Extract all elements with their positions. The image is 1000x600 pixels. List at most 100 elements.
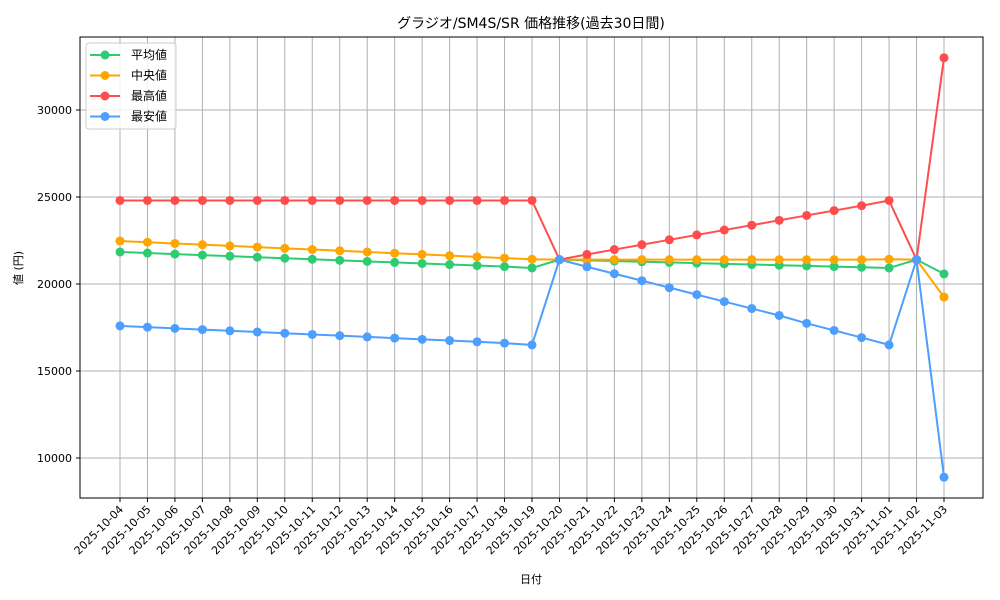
data-point xyxy=(774,215,784,225)
y-tick-label: 30000 xyxy=(37,104,72,117)
data-point xyxy=(582,262,592,272)
data-point xyxy=(747,255,757,265)
data-point xyxy=(939,472,949,482)
data-point xyxy=(664,255,674,265)
data-point xyxy=(445,260,455,270)
data-point xyxy=(445,195,455,205)
data-point xyxy=(362,332,372,342)
data-point xyxy=(719,255,729,265)
data-point xyxy=(747,220,757,230)
data-point xyxy=(115,321,125,331)
data-point xyxy=(692,290,702,300)
data-point xyxy=(335,195,345,205)
data-point xyxy=(637,276,647,286)
legend-marker-icon xyxy=(100,91,110,101)
data-point xyxy=(362,195,372,205)
data-point xyxy=(719,297,729,307)
data-point xyxy=(912,255,922,265)
data-point xyxy=(390,333,400,343)
data-point xyxy=(472,252,482,262)
series-line xyxy=(115,53,949,265)
legend-marker-icon xyxy=(100,71,110,80)
data-point xyxy=(362,256,372,266)
y-tick-label: 15000 xyxy=(37,365,72,378)
data-point xyxy=(884,254,894,264)
data-point xyxy=(829,325,839,335)
data-point xyxy=(472,195,482,205)
data-point xyxy=(884,340,894,350)
data-point xyxy=(802,318,812,328)
data-point xyxy=(417,334,427,344)
data-point xyxy=(252,195,262,205)
data-point xyxy=(307,195,317,205)
data-point xyxy=(225,195,235,205)
data-point xyxy=(142,237,152,247)
data-point xyxy=(939,292,949,302)
data-point xyxy=(802,210,812,220)
data-point xyxy=(664,283,674,293)
data-point xyxy=(170,249,180,259)
legend-item: 最高値 xyxy=(90,88,167,103)
series-line xyxy=(115,255,949,482)
data-point xyxy=(554,255,564,265)
chart-title: グラジオ/SM4S/SR 価格推移(過去30日間) xyxy=(397,16,665,32)
legend-item: 平均値 xyxy=(90,47,167,62)
data-point xyxy=(417,249,427,259)
data-point xyxy=(802,261,812,271)
data-point xyxy=(500,195,510,205)
data-point xyxy=(362,247,372,257)
data-point xyxy=(829,206,839,216)
y-tick-label: 25000 xyxy=(37,191,72,204)
data-point xyxy=(142,248,152,258)
data-point xyxy=(170,238,180,248)
data-point xyxy=(774,310,784,320)
data-point xyxy=(225,326,235,336)
data-point xyxy=(829,255,839,265)
data-point xyxy=(637,255,647,265)
legend-item: 中央値 xyxy=(90,68,167,83)
data-point xyxy=(197,250,207,260)
data-point xyxy=(664,235,674,245)
data-point xyxy=(802,255,812,265)
data-point xyxy=(280,328,290,338)
legend-label: 中央値 xyxy=(131,68,167,83)
data-point xyxy=(252,252,262,262)
data-point xyxy=(335,246,345,256)
legend-item: 最安値 xyxy=(90,109,167,124)
data-point xyxy=(747,304,757,314)
data-point xyxy=(527,195,537,205)
data-point xyxy=(445,251,455,261)
legend-label: 最安値 xyxy=(131,109,167,124)
legend-label: 平均値 xyxy=(131,47,167,62)
x-axis-label: 日付 xyxy=(520,573,542,586)
legend-marker-icon xyxy=(100,112,110,121)
x-axis-ticks: 2025-10-042025-10-052025-10-062025-10-07… xyxy=(72,498,950,557)
data-point xyxy=(252,327,262,337)
data-point xyxy=(527,263,537,273)
data-point xyxy=(280,243,290,253)
legend-marker-icon xyxy=(100,50,110,60)
data-point xyxy=(472,261,482,271)
data-point xyxy=(170,323,180,333)
data-point xyxy=(280,195,290,205)
data-point xyxy=(884,263,894,273)
data-point xyxy=(197,195,207,205)
data-point xyxy=(609,269,619,279)
data-point xyxy=(390,257,400,267)
data-point xyxy=(142,195,152,205)
data-point xyxy=(197,325,207,335)
data-point xyxy=(390,195,400,205)
data-point xyxy=(115,247,125,257)
y-tick-label: 10000 xyxy=(37,452,72,465)
legend-label: 最高値 xyxy=(131,88,167,103)
data-point xyxy=(225,241,235,251)
y-axis-label: 値 (円) xyxy=(12,251,25,285)
data-point xyxy=(445,336,455,346)
data-point xyxy=(500,253,510,263)
data-point xyxy=(280,253,290,263)
data-point xyxy=(774,255,784,265)
data-point xyxy=(252,242,262,252)
data-point xyxy=(857,262,867,272)
